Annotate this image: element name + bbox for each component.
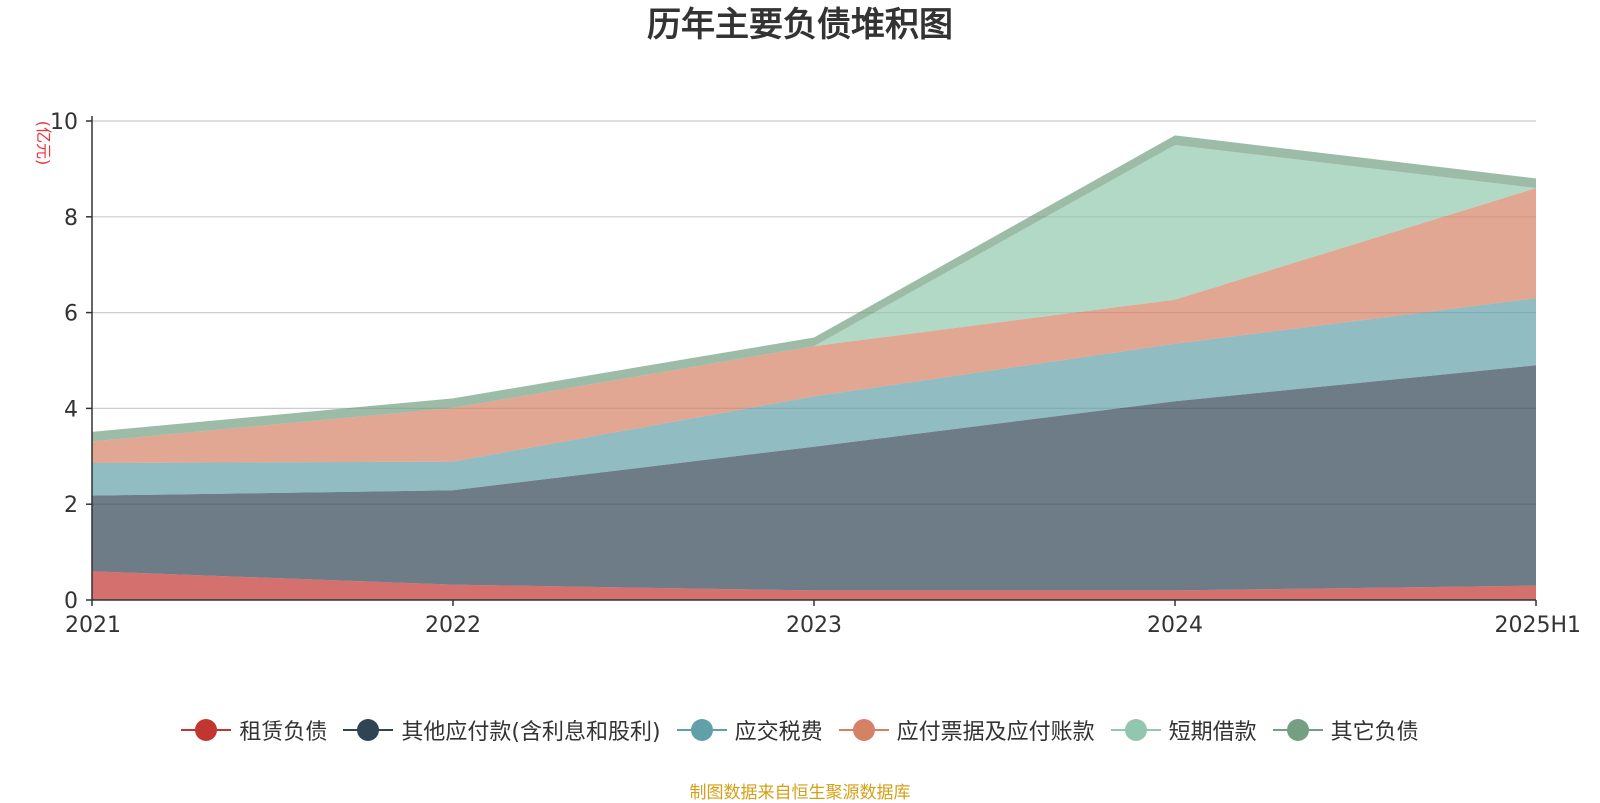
legend-marker-icon [343,718,394,742]
y-tick-label: 8 [64,206,78,231]
legend-label: 其他应付款(含利息和股利) [401,720,661,745]
legend-item-3[interactable]: 应付票据及应付账款 [838,714,1095,746]
area-series-5 [92,135,1536,442]
area-series-3 [92,188,1536,464]
legend-item-0[interactable]: 租赁负债 [181,714,327,746]
area-series-1 [92,365,1536,591]
area-series-0 [92,571,1536,600]
legend-item-1[interactable]: 其他应付款(含利息和股利) [343,714,661,746]
legend-label: 租赁负债 [239,720,328,745]
y-tick-label: 0 [64,589,78,614]
legend-item-4[interactable]: 短期借款 [1110,714,1257,746]
legend-marker-icon [676,718,727,742]
legend-marker-icon [1272,718,1323,742]
x-tick-label: 2025H1 [1494,613,1581,638]
y-tick-label: 10 [50,110,78,135]
chart-plot: 0 2 4 6 8 10 2021 2022 2023 2024 2025H1 (亿元) [34,110,1581,638]
y-tick-label: 6 [64,302,78,327]
legend-marker-icon [838,718,889,742]
y-tick-label: 4 [64,397,78,422]
legend-label: 应交税费 [734,720,823,745]
legend-label: 其它负债 [1330,720,1419,745]
area-series-4 [92,144,1536,442]
x-tick-label: 2024 [1147,613,1203,638]
legend-marker-icon [181,718,232,742]
legend-label: 应付票据及应付账款 [896,720,1095,745]
legend-item-2[interactable]: 应交税费 [676,714,823,746]
chart-title: 历年主要负债堆积图 [647,5,953,45]
area-layer [92,135,1536,600]
area-series-2 [92,298,1536,496]
legend-marker-icon [1110,718,1161,742]
x-tick-label: 2023 [786,613,842,638]
y-tick-label: 2 [64,493,78,518]
x-tick-label: 2022 [425,613,481,638]
source-note: 制图数据来自恒生聚源数据库 [689,783,911,803]
y-axis-unit-label: (亿元) [34,121,53,166]
axis-layer: 0 2 4 6 8 10 2021 2022 2023 2024 2025H1 [50,110,1581,638]
x-tick-label: 2021 [65,613,121,638]
legend-item-5[interactable]: 其它负债 [1272,714,1419,746]
legend-label: 短期借款 [1168,720,1257,745]
legend: 租赁负债 其他应付款(含利息和股利) 应交税费 应付票据及应付账款 短期借款 其它负债 [0,714,1600,746]
